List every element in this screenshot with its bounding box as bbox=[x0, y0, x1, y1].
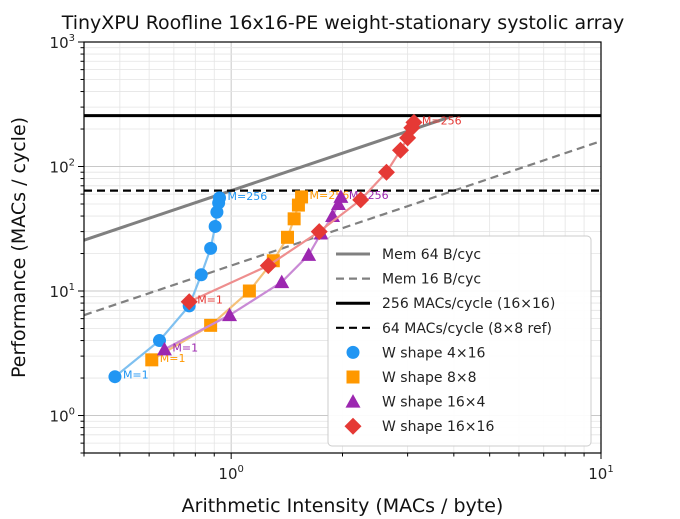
tick-base: 10 bbox=[218, 465, 237, 483]
x-tick-label: 100 bbox=[218, 464, 243, 483]
legend-marker-swatch bbox=[345, 394, 361, 408]
legend-label: 64 MACs/cycle (8×8 ref) bbox=[382, 321, 552, 337]
y-tick-label: 101 bbox=[50, 282, 75, 301]
data-point bbox=[180, 293, 198, 311]
data-point bbox=[280, 230, 294, 244]
y-tick-label: 102 bbox=[50, 158, 75, 177]
legend-marker-swatch bbox=[344, 417, 362, 435]
tick-exponent: 3 bbox=[69, 33, 75, 44]
legend-marker-swatch bbox=[346, 370, 360, 384]
tick-exponent: 1 bbox=[69, 282, 75, 293]
x-axis-title: Arithmetic Intensity (MACs / byte) bbox=[182, 495, 504, 517]
tick-exponent: 2 bbox=[69, 158, 75, 169]
data-point bbox=[194, 268, 208, 282]
x-tick-label: 101 bbox=[588, 464, 613, 483]
data-label: M=256 bbox=[228, 190, 268, 203]
legend-label: W shape 16×4 bbox=[382, 395, 486, 411]
legend: Mem 64 B/cyc Mem 16 B/cyc 256 MACs/cycle (… bbox=[327, 235, 592, 447]
legend-label: W shape 4×16 bbox=[382, 345, 486, 361]
legend-label: W shape 8×8 bbox=[382, 370, 477, 386]
data-point bbox=[295, 190, 309, 204]
data-label: M=1 bbox=[172, 341, 198, 354]
legend-marker-swatch bbox=[346, 345, 360, 359]
series-group: M=1 M=256 bbox=[180, 113, 462, 311]
data-point bbox=[156, 341, 172, 356]
tick-base: 10 bbox=[50, 283, 69, 301]
data-point bbox=[352, 191, 370, 209]
series-group: M=1 M=256 bbox=[145, 189, 349, 367]
data-point bbox=[392, 141, 410, 159]
y-axis-title: Performance (MACs / cycle) bbox=[8, 117, 30, 378]
y-tick-label: 100 bbox=[50, 407, 75, 426]
data-point bbox=[145, 353, 159, 367]
data-point bbox=[330, 196, 346, 210]
data-point bbox=[242, 284, 256, 298]
data-label: M=256 bbox=[422, 114, 462, 127]
legend-label: Mem 16 B/cyc bbox=[382, 272, 481, 288]
data-label: M=1 bbox=[197, 294, 223, 307]
data-point bbox=[259, 257, 277, 275]
data-point bbox=[287, 212, 301, 226]
legend-box bbox=[327, 235, 592, 447]
data-point bbox=[310, 223, 328, 241]
data-point bbox=[213, 191, 227, 205]
y-tick-label: 103 bbox=[50, 33, 75, 52]
roof-lines bbox=[83, 114, 602, 317]
data-label: M=1 bbox=[123, 369, 149, 382]
bandwidth-roof-line bbox=[83, 114, 455, 242]
data-point bbox=[108, 370, 122, 384]
tick-base: 10 bbox=[50, 408, 69, 426]
tick-exponent: 0 bbox=[69, 407, 75, 418]
data-point bbox=[152, 334, 166, 348]
data-point bbox=[222, 307, 238, 322]
tick-base: 10 bbox=[588, 465, 607, 483]
data-point bbox=[377, 163, 395, 181]
legend-label: W shape 16×16 bbox=[382, 419, 494, 435]
legend-label: 256 MACs/cycle (16×16) bbox=[382, 296, 555, 312]
legend-label: Mem 64 B/cyc bbox=[382, 247, 481, 263]
data-point bbox=[405, 113, 423, 131]
tick-base: 10 bbox=[50, 159, 69, 177]
tick-exponent: 1 bbox=[607, 464, 613, 475]
data-point bbox=[208, 219, 222, 233]
tick-base: 10 bbox=[50, 34, 69, 52]
data-point bbox=[274, 274, 290, 289]
chart-title: TinyXPU Roofline 16x16-PE weight-station… bbox=[61, 12, 625, 34]
data-point bbox=[333, 189, 349, 203]
data-point bbox=[204, 241, 218, 255]
tick-exponent: 0 bbox=[238, 464, 244, 475]
data-point bbox=[301, 247, 317, 261]
